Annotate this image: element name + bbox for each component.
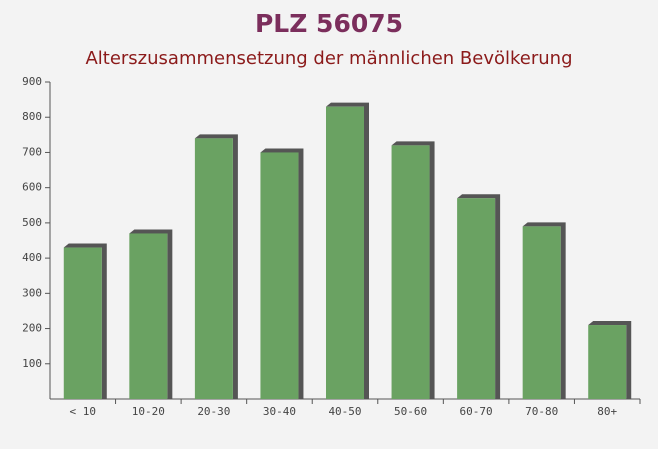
y-tick-label: 100 — [22, 357, 42, 370]
y-tick-label: 700 — [22, 145, 42, 158]
y-tick-label: 500 — [22, 216, 42, 229]
bar — [260, 152, 299, 399]
y-tick-label: 800 — [22, 110, 42, 123]
bar-shadow — [129, 229, 173, 399]
bar-shadow — [457, 194, 501, 399]
bar — [129, 233, 168, 399]
x-tick-label: 10-20 — [132, 405, 165, 418]
y-tick-label: 200 — [22, 322, 42, 335]
bar — [457, 198, 496, 399]
chart-title: PLZ 56075 — [255, 9, 403, 38]
bar-shadow — [588, 321, 632, 399]
y-tick-label: 900 — [22, 75, 42, 88]
x-tick-label: 70-80 — [525, 405, 558, 418]
bar — [194, 138, 233, 399]
bar-shadow — [63, 243, 107, 399]
x-tick-label: 60-70 — [460, 405, 493, 418]
bar — [522, 226, 561, 399]
x-tick-label: 80+ — [597, 405, 617, 418]
bar — [391, 145, 430, 399]
bar — [326, 106, 364, 400]
bar — [588, 325, 627, 399]
x-tick-label: 20-30 — [197, 405, 230, 418]
bar-shadow — [391, 141, 435, 399]
chart-subtitle: Alterszusammensetzung der männlichen Bev… — [85, 48, 572, 69]
x-tick-label: < 10 — [70, 405, 97, 418]
y-tick-label: 600 — [22, 181, 42, 194]
x-tick-label: 30-40 — [263, 405, 296, 418]
bar-shadow — [194, 134, 238, 399]
bar-shadow — [260, 148, 304, 399]
x-tick-label: 50-60 — [394, 405, 427, 418]
bar — [63, 247, 102, 399]
bar-shadow — [326, 102, 369, 400]
y-tick-label: 300 — [22, 286, 42, 299]
x-tick-label: 40-50 — [328, 405, 361, 418]
y-tick-label: 400 — [22, 251, 42, 264]
bar-shadow — [522, 222, 566, 399]
